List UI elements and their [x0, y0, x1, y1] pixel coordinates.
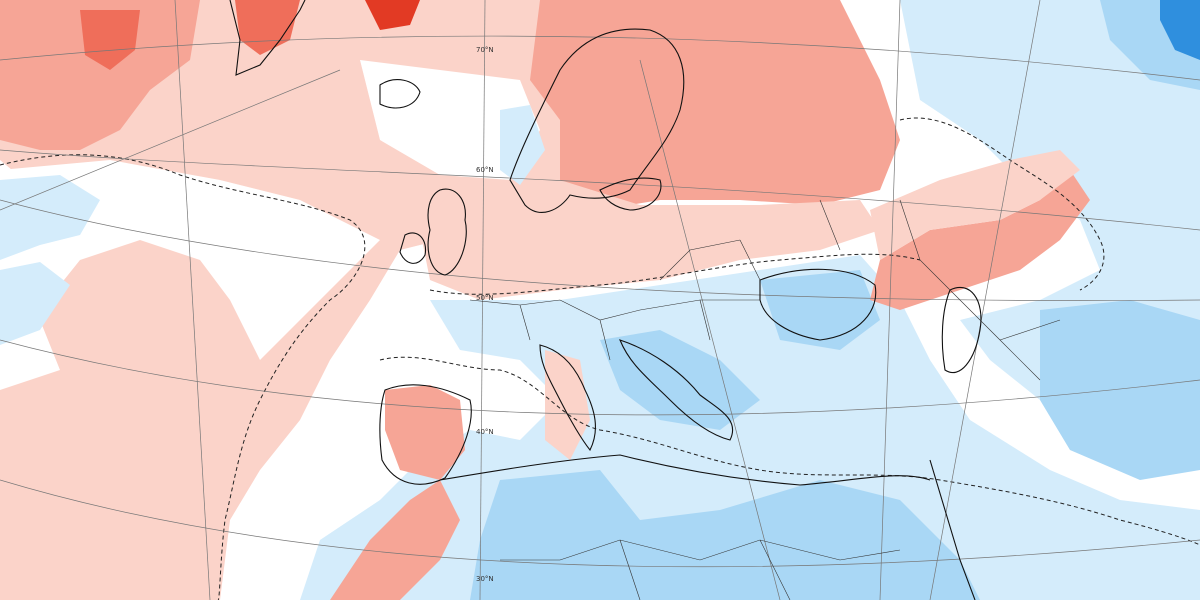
coastline-black-sea [759, 268, 877, 341]
lat-label-30n: 30°N [476, 575, 494, 583]
contour-dashed-central [429, 253, 921, 295]
warm-anomaly-morocco [330, 480, 460, 600]
cool-anomaly-west-atlantic [0, 175, 100, 260]
graticule-40n [0, 339, 1200, 416]
graticule-30n [0, 479, 1200, 568]
neutral-band-atlantic [0, 160, 380, 360]
meridian-5 [0, 69, 341, 211]
coastline-ireland [399, 232, 427, 264]
contour-dashed-south [379, 356, 1200, 546]
neutral-norwegian-sea [360, 60, 540, 180]
warm-anomaly-greenland [0, 0, 200, 150]
coastline-north-africa [439, 454, 931, 486]
coastline-iceland [379, 79, 421, 109]
coastline-caspian [941, 287, 982, 373]
warm-anomaly-greenland-core [80, 10, 140, 70]
coastline-iberia [379, 384, 472, 485]
lat-label-60n: 60°N [476, 166, 494, 174]
borders-europe [469, 199, 1061, 600]
coastline-italy [539, 344, 596, 452]
cool-anomaly-north-africa [470, 470, 980, 600]
warm-anomaly-svalbard [365, 0, 420, 30]
lat-label-40n: 40°N [476, 428, 494, 436]
coastline-british-isles [427, 188, 467, 276]
coastline-red-sea [929, 459, 976, 600]
warm-anomaly-greenland-east [235, 0, 300, 55]
cool-anomaly-arctic-core [1160, 0, 1200, 60]
warm-anomaly-east-band-halo [870, 150, 1080, 260]
graticule-60n [0, 149, 1200, 231]
meridian-6 [929, 0, 1041, 600]
cool-anomaly-central-asia [1040, 300, 1200, 480]
contour-dashed-east [899, 117, 1105, 291]
warm-anomaly-central-europe [420, 180, 880, 300]
warm-anomaly-northern-europe [530, 0, 900, 210]
meridian-2 [479, 0, 486, 600]
lat-label-50n: 50°N [476, 294, 494, 302]
meridian-3 [639, 59, 781, 600]
cool-anomaly-black-sea [760, 270, 880, 350]
contour-dashed-atlantic [0, 154, 366, 600]
meridian-4 [879, 0, 901, 600]
meridian-1 [174, 0, 211, 600]
coastline-balkans-greece [619, 339, 734, 441]
lat-label-70n: 70°N [476, 46, 494, 54]
cool-anomaly-balkans [600, 330, 760, 430]
graticule-70n [0, 35, 1200, 81]
warm-anomaly-east-band [870, 170, 1090, 310]
coastline-baltic [599, 177, 662, 211]
coastline-scandinavia [509, 28, 685, 213]
cool-anomaly-norway-coast [500, 105, 545, 185]
coastline-greenland [229, 0, 306, 76]
cool-anomaly-west-atlantic-2 [0, 262, 70, 345]
